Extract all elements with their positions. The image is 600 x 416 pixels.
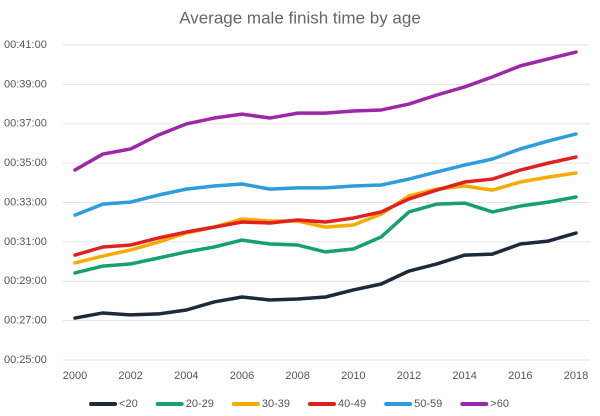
- series-line: [73, 195, 578, 275]
- legend-label: 50-59: [414, 398, 442, 410]
- y-tick-label: 00:41:00: [4, 39, 47, 51]
- y-tick-label: 00:35:00: [4, 157, 47, 169]
- y-tick-label: 00:39:00: [4, 78, 47, 90]
- legend-label: <20: [119, 398, 138, 410]
- chart-title: Average male finish time by age: [179, 8, 421, 27]
- y-tick-label: 00:27:00: [4, 315, 47, 327]
- x-tick-label: 2012: [397, 370, 421, 382]
- x-tick-label: 2006: [230, 370, 254, 382]
- x-tick-label: 2016: [508, 370, 532, 382]
- series-line: [73, 155, 578, 257]
- x-tick-label: 2004: [174, 370, 198, 382]
- x-tick-label: 2000: [63, 370, 87, 382]
- y-tick-label: 00:33:00: [4, 196, 47, 208]
- legend-label: 30-39: [262, 398, 290, 410]
- legend-label: >60: [490, 398, 509, 410]
- legend-label: 20-29: [186, 398, 214, 410]
- x-tick-label: 2008: [285, 370, 309, 382]
- y-tick-label: 00:25:00: [4, 354, 47, 366]
- x-tick-label: 2002: [118, 370, 142, 382]
- series-line: [73, 132, 578, 217]
- y-tick-label: 00:31:00: [4, 236, 47, 248]
- series-line: [73, 231, 578, 320]
- y-tick-label: 00:37:00: [4, 118, 47, 130]
- y-tick-label: 00:29:00: [4, 275, 47, 287]
- series-line: [73, 171, 578, 265]
- x-tick-label: 2018: [564, 370, 588, 382]
- legend: <20 20-29 30-39 40-49 50-59 >60: [89, 398, 509, 410]
- x-tick-label: 2014: [452, 370, 476, 382]
- series-line: [73, 50, 578, 172]
- x-tick-label: 2010: [341, 370, 365, 382]
- legend-label: 40-49: [338, 398, 366, 410]
